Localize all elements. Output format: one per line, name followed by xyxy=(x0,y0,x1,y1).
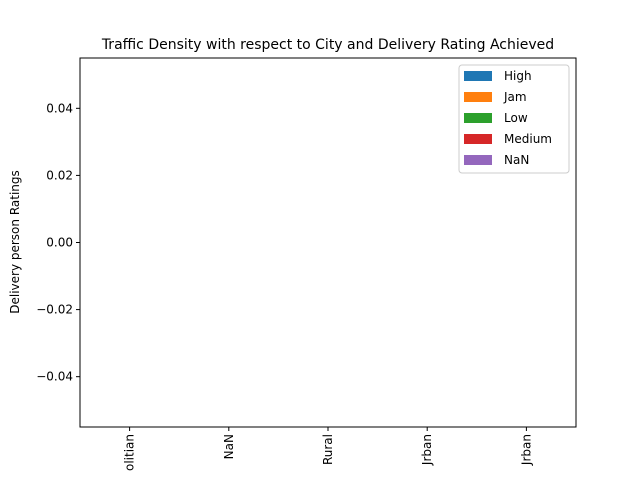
x-tick-label: NaN xyxy=(222,434,236,459)
legend-label: NaN xyxy=(504,153,529,167)
y-tick-label: −0.04 xyxy=(36,370,73,384)
legend-label: High xyxy=(504,69,532,83)
y-tick-label: −0.02 xyxy=(36,303,73,317)
legend-swatch xyxy=(464,113,492,123)
y-tick-label: 0.00 xyxy=(46,236,73,250)
legend-swatch xyxy=(464,71,492,81)
x-tick-label: Jrban xyxy=(519,434,533,466)
y-axis: −0.04 −0.02 0.00 0.02 0.04 xyxy=(36,101,80,384)
legend-label: Jam xyxy=(503,90,527,104)
legend: High Jam Low Medium NaN xyxy=(458,64,570,174)
legend-label: Low xyxy=(504,111,528,125)
y-tick-label: 0.02 xyxy=(46,168,73,182)
x-tick-label: olitian xyxy=(123,434,137,471)
y-axis-label: Delivery person Ratings xyxy=(8,170,22,314)
legend-swatch xyxy=(464,134,492,144)
x-tick-label: Jrban xyxy=(420,434,434,466)
x-axis: olitian NaN Rural Jrban Jrban xyxy=(123,427,533,471)
legend-swatch xyxy=(464,155,492,165)
legend-label: Medium xyxy=(504,132,552,146)
chart-title: Traffic Density with respect to City and… xyxy=(101,37,554,53)
x-tick-label: Rural xyxy=(321,434,335,465)
y-tick-label: 0.04 xyxy=(46,101,73,115)
legend-swatch xyxy=(464,92,492,102)
